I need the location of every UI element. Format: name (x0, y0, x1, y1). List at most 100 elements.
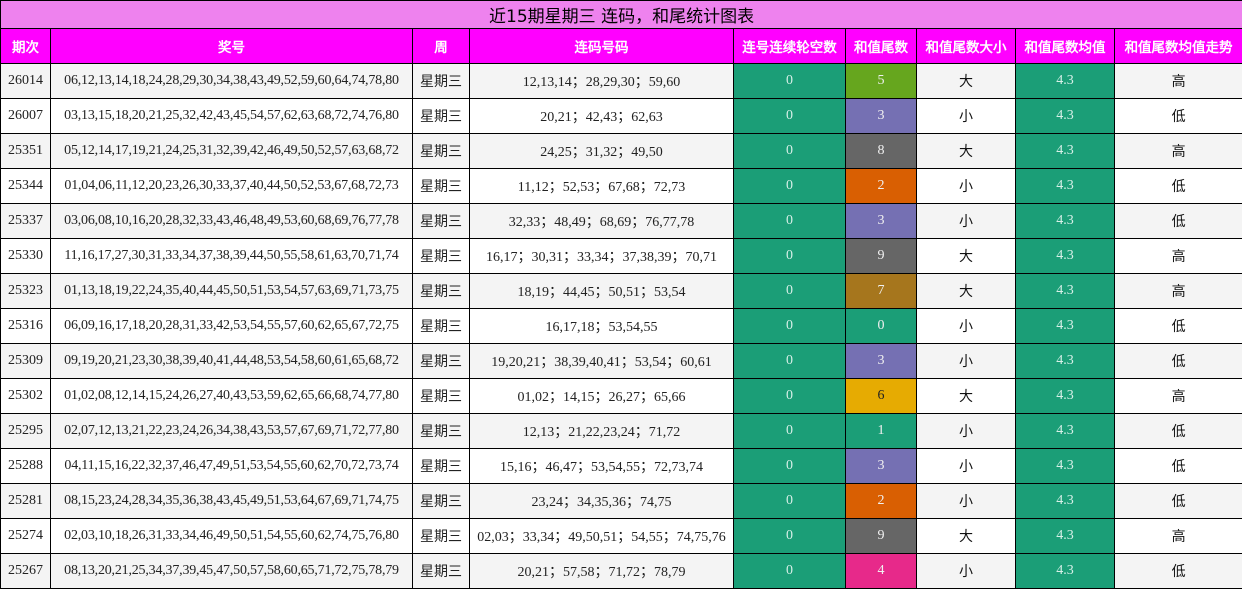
row-period: 25281 (0, 483, 51, 519)
row-tail-trend: 低 (1113, 308, 1242, 344)
row-tail-size: 大 (916, 238, 1016, 274)
row-numbers: 01,04,06,11,12,20,23,26,30,33,37,40,44,5… (50, 168, 413, 204)
row-consecutive: 15,16；46,47；53,54,55；72,73,74 (469, 448, 734, 484)
row-consecutive: 16,17,18；53,54,55 (469, 308, 734, 344)
row-tail-size: 大 (916, 518, 1016, 554)
row-week: 星期三 (412, 448, 470, 484)
row-consecutive: 12,13,14；28,29,30；59,60 (469, 63, 734, 99)
header-consecutive: 连码号码 (469, 28, 734, 64)
table-row: 25316 06,09,16,17,18,20,28,31,33,42,53,54… (0, 308, 1242, 344)
row-numbers: 01,02,08,12,14,15,24,26,27,40,43,53,59,6… (50, 378, 413, 414)
header-gap: 连号连续轮空数 (733, 28, 846, 64)
row-tail-avg: 4.3 (1015, 203, 1115, 239)
row-gap: 0 (733, 448, 846, 484)
row-week: 星期三 (412, 238, 470, 274)
row-period: 25309 (0, 343, 51, 379)
row-period: 25323 (0, 273, 51, 309)
row-tail-trend: 低 (1113, 553, 1242, 589)
row-gap: 0 (733, 203, 846, 239)
row-sum-tail: 3 (845, 98, 917, 134)
row-tail-avg: 4.3 (1015, 63, 1115, 99)
header-tail-trend: 和值尾数均值走势 (1113, 28, 1242, 64)
row-numbers: 06,09,16,17,18,20,28,31,33,42,53,54,55,5… (50, 308, 413, 344)
row-tail-avg: 4.3 (1015, 378, 1115, 414)
row-tail-avg: 4.3 (1015, 553, 1115, 589)
row-week: 星期三 (412, 553, 470, 589)
row-tail-size: 小 (916, 308, 1016, 344)
row-sum-tail: 9 (845, 518, 917, 554)
row-week: 星期三 (412, 343, 470, 379)
table-row: 25337 03,06,08,10,16,20,28,32,33,43,46,48… (0, 203, 1242, 239)
row-period: 25316 (0, 308, 51, 344)
row-sum-tail: 3 (845, 343, 917, 379)
row-week: 星期三 (412, 168, 470, 204)
row-tail-avg: 4.3 (1015, 98, 1115, 134)
row-sum-tail: 4 (845, 553, 917, 589)
row-consecutive: 02,03；33,34；49,50,51；54,55；74,75,76 (469, 518, 734, 554)
row-gap: 0 (733, 378, 846, 414)
row-week: 星期三 (412, 308, 470, 344)
row-tail-size: 小 (916, 203, 1016, 239)
row-tail-trend: 低 (1113, 168, 1242, 204)
row-sum-tail: 5 (845, 63, 917, 99)
row-gap: 0 (733, 413, 846, 449)
header-tail-size: 和值尾数大小 (916, 28, 1016, 64)
row-tail-size: 小 (916, 413, 1016, 449)
row-tail-avg: 4.3 (1015, 483, 1115, 519)
row-tail-size: 大 (916, 273, 1016, 309)
table-row: 25302 01,02,08,12,14,15,24,26,27,40,43,53… (0, 378, 1242, 414)
table-row: 25274 02,03,10,18,26,31,33,34,46,49,50,51… (0, 518, 1242, 554)
row-sum-tail: 1 (845, 413, 917, 449)
table-row: 25330 11,16,17,27,30,31,33,34,37,38,39,44… (0, 238, 1242, 274)
row-tail-avg: 4.3 (1015, 168, 1115, 204)
row-gap: 0 (733, 483, 846, 519)
row-week: 星期三 (412, 413, 470, 449)
row-tail-trend: 高 (1113, 378, 1242, 414)
row-numbers: 11,16,17,27,30,31,33,34,37,38,39,44,50,5… (50, 238, 413, 274)
row-numbers: 03,06,08,10,16,20,28,32,33,43,46,48,49,5… (50, 203, 413, 239)
header-sum-tail: 和值尾数 (845, 28, 917, 64)
table-row: 26007 03,13,15,18,20,21,25,32,42,43,45,54… (0, 98, 1242, 134)
row-tail-avg: 4.3 (1015, 518, 1115, 554)
row-period: 25302 (0, 378, 51, 414)
row-gap: 0 (733, 308, 846, 344)
row-period: 26014 (0, 63, 51, 99)
row-week: 星期三 (412, 273, 470, 309)
header-period: 期次 (0, 28, 51, 64)
row-tail-size: 小 (916, 448, 1016, 484)
table-row: 25267 08,13,20,21,25,34,37,39,45,47,50,57… (0, 553, 1242, 589)
row-numbers: 02,07,12,13,21,22,23,24,26,34,38,43,53,5… (50, 413, 413, 449)
row-consecutive: 19,20,21；38,39,40,41；53,54；60,61 (469, 343, 734, 379)
row-period: 26007 (0, 98, 51, 134)
row-tail-avg: 4.3 (1015, 238, 1115, 274)
row-consecutive: 32,33；48,49；68,69；76,77,78 (469, 203, 734, 239)
row-tail-avg: 4.3 (1015, 413, 1115, 449)
row-gap: 0 (733, 168, 846, 204)
row-week: 星期三 (412, 63, 470, 99)
row-period: 25267 (0, 553, 51, 589)
row-period: 25288 (0, 448, 51, 484)
header-tail-avg: 和值尾数均值 (1015, 28, 1115, 64)
row-tail-avg: 4.3 (1015, 448, 1115, 484)
row-numbers: 04,11,15,16,22,32,37,46,47,49,51,53,54,5… (50, 448, 413, 484)
table-row: 25288 04,11,15,16,22,32,37,46,47,49,51,53… (0, 448, 1242, 484)
row-period: 25295 (0, 413, 51, 449)
table-body: 26014 06,12,13,14,18,24,28,29,30,34,38,43… (0, 63, 1242, 589)
header-week: 周 (412, 28, 470, 64)
row-tail-trend: 低 (1113, 483, 1242, 519)
row-consecutive: 11,12；52,53；67,68；72,73 (469, 168, 734, 204)
row-tail-trend: 低 (1113, 448, 1242, 484)
row-consecutive: 24,25；31,32；49,50 (469, 133, 734, 169)
row-tail-size: 大 (916, 133, 1016, 169)
row-tail-trend: 高 (1113, 63, 1242, 99)
table-row: 25351 05,12,14,17,19,21,24,25,31,32,39,42… (0, 133, 1242, 169)
row-sum-tail: 0 (845, 308, 917, 344)
row-period: 25330 (0, 238, 51, 274)
header-numbers: 奖号 (50, 28, 413, 64)
row-week: 星期三 (412, 518, 470, 554)
row-tail-size: 大 (916, 63, 1016, 99)
row-consecutive: 18,19；44,45；50,51；53,54 (469, 273, 734, 309)
row-consecutive: 12,13；21,22,23,24；71,72 (469, 413, 734, 449)
row-gap: 0 (733, 518, 846, 554)
